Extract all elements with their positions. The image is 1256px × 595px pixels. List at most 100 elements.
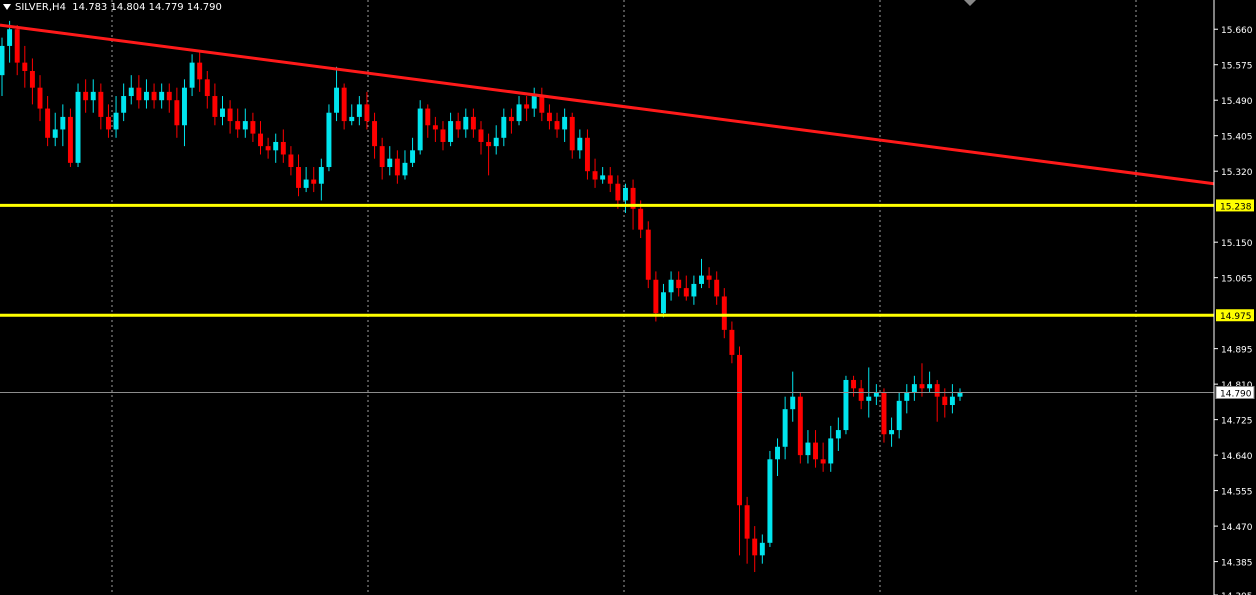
candle-body	[379, 146, 385, 168]
candle-body	[356, 104, 362, 117]
level-price-tag	[1216, 309, 1254, 322]
candle-body	[212, 96, 218, 117]
candle-body	[470, 116, 476, 130]
candle-body	[949, 396, 955, 406]
candle-body	[531, 96, 537, 109]
candle-body	[410, 150, 416, 163]
candle-body	[394, 158, 400, 176]
y-tick-label: 14.895	[1221, 346, 1253, 356]
current-price-label: 14.790	[1220, 389, 1252, 399]
candle-body	[7, 29, 13, 46]
candle-body	[22, 62, 28, 71]
candle-body	[759, 542, 765, 556]
candle-body	[554, 121, 560, 130]
y-tick-label: 14.305	[1221, 592, 1253, 595]
candle-body	[296, 167, 301, 188]
candle-body	[881, 392, 887, 435]
candle-body	[372, 121, 378, 147]
candle-body	[782, 409, 788, 447]
candle-body	[197, 62, 203, 80]
candle-body	[402, 162, 408, 176]
candle-body	[182, 87, 187, 126]
candle-body	[866, 396, 872, 401]
candle-body	[744, 505, 750, 539]
candle-body	[448, 121, 454, 142]
candle-body	[600, 175, 606, 180]
candle-body	[919, 384, 925, 389]
close-value: 14.790	[186, 2, 222, 13]
candle-body	[151, 91, 157, 101]
candle-body	[622, 187, 628, 201]
candle-body	[37, 87, 43, 109]
y-tick-label: 15.660	[1221, 26, 1253, 36]
candle-body	[805, 442, 811, 456]
candle-body	[303, 179, 309, 188]
candle-body	[797, 396, 803, 456]
y-tick-label: 14.640	[1221, 452, 1253, 462]
candle-body	[455, 121, 461, 130]
candle-body	[417, 108, 423, 151]
candle-body	[934, 384, 940, 397]
candle-body	[691, 283, 697, 297]
y-tick-label: 14.470	[1221, 523, 1253, 533]
candle-body	[159, 91, 165, 101]
candle-body	[143, 91, 149, 101]
candle-body	[516, 104, 522, 122]
candle-body	[653, 279, 659, 314]
candle-body	[387, 158, 393, 168]
candle-body	[83, 91, 89, 101]
candle-body	[911, 384, 917, 393]
candle-body	[889, 430, 895, 435]
candle-body	[820, 459, 826, 464]
candle-body	[280, 141, 286, 155]
candle-body	[737, 354, 742, 506]
candle-body	[204, 79, 210, 97]
candle-body	[67, 116, 73, 163]
candle-body	[478, 129, 484, 142]
candle-body	[661, 292, 666, 314]
candle-body	[105, 116, 111, 130]
candle-body	[706, 275, 712, 280]
candle-body	[60, 116, 66, 130]
candle-body	[166, 91, 172, 101]
open-value: 14.783	[72, 2, 108, 13]
candle-body	[235, 121, 241, 130]
candle-body	[546, 112, 552, 122]
candle-body	[318, 167, 324, 184]
dropdown-arrow-icon[interactable]	[3, 4, 11, 10]
candle-body	[0, 45, 5, 76]
candle-body	[227, 108, 233, 122]
candle-body	[729, 329, 735, 355]
candle-body	[942, 396, 948, 406]
low-value: 14.779	[148, 2, 184, 13]
symbol-label: SILVER,H4	[15, 2, 66, 13]
y-tick-label: 14.725	[1221, 417, 1253, 427]
candle-body	[75, 91, 81, 163]
candle-body	[569, 116, 575, 151]
candle-body	[668, 279, 674, 293]
candle-body	[524, 104, 530, 109]
candle-body	[927, 384, 933, 389]
candle-body	[896, 400, 902, 431]
level-price-label: 14.975	[1220, 312, 1252, 322]
candle-body	[607, 175, 613, 184]
candle-body	[957, 392, 963, 397]
candle-body	[828, 438, 834, 464]
candle-body	[858, 388, 864, 401]
candle-body	[699, 275, 704, 284]
candle-body	[508, 116, 514, 122]
candle-body	[174, 100, 180, 126]
candle-body	[265, 146, 271, 151]
candle-body	[288, 154, 294, 168]
current-price-tag	[1215, 385, 1255, 399]
candle-body	[189, 62, 195, 88]
y-tick-label: 15.065	[1221, 275, 1253, 285]
candle-body	[113, 112, 119, 130]
scroll-marker-icon	[964, 0, 976, 6]
candle-body	[349, 116, 355, 122]
candle-body	[790, 396, 796, 410]
candle-body	[775, 446, 780, 460]
candle-body	[721, 296, 727, 330]
candle-body	[242, 121, 248, 130]
